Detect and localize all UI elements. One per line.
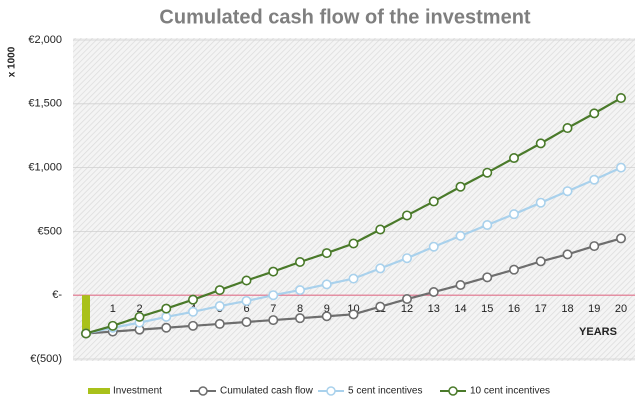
point (482, 272, 493, 283)
point (562, 186, 573, 197)
x-tick-label: 13 (428, 303, 440, 315)
point (589, 174, 600, 185)
point (241, 295, 252, 306)
point (562, 123, 573, 134)
point (188, 306, 199, 317)
x-tick-label: 12 (401, 303, 413, 315)
point (268, 315, 279, 326)
point (161, 311, 172, 322)
point (321, 248, 332, 259)
x-tick-label: 20 (615, 303, 627, 315)
x-tick-label: 8 (297, 303, 303, 315)
point (294, 285, 305, 296)
legend-swatch (88, 388, 110, 394)
legend-swatch (448, 386, 458, 396)
point (375, 224, 386, 235)
point (615, 233, 626, 244)
point (615, 162, 626, 173)
x-tick-label: 19 (588, 303, 600, 315)
x-tick-label: 15 (481, 303, 493, 315)
x-tick-label: 18 (561, 303, 573, 315)
point (401, 253, 412, 264)
point (535, 138, 546, 149)
legend-label: 10 cent incentives (470, 386, 550, 397)
x-tick-label: 6 (243, 303, 249, 315)
point (455, 279, 466, 290)
point (321, 279, 332, 290)
x-tick-label: 9 (324, 303, 330, 315)
point (508, 209, 519, 220)
x-tick-label: 7 (270, 303, 276, 315)
point (508, 264, 519, 275)
bar (82, 295, 90, 334)
point (428, 287, 439, 298)
x-tick-label: 17 (535, 303, 547, 315)
point (535, 256, 546, 267)
point (428, 196, 439, 207)
legend-swatch (326, 386, 336, 396)
point (214, 301, 225, 312)
point (401, 294, 412, 305)
point (348, 273, 359, 284)
x-axis-label: YEARS (579, 326, 617, 338)
point (241, 275, 252, 286)
point (161, 322, 172, 333)
point (268, 266, 279, 277)
point (134, 311, 145, 322)
y-tick-label: €1,500 (28, 98, 62, 110)
point (107, 320, 118, 331)
point (482, 220, 493, 231)
y-tick-label: €(500) (30, 353, 62, 365)
y-tick-label: €2,000 (28, 34, 62, 46)
point (401, 210, 412, 221)
point (589, 241, 600, 252)
legend-swatch (198, 386, 208, 396)
legend-label: Cumulated cash flow (220, 386, 314, 397)
point (375, 301, 386, 312)
y-tick-label: €- (52, 289, 62, 301)
point (214, 318, 225, 329)
x-tick-label: 16 (508, 303, 520, 315)
point (375, 263, 386, 274)
point (615, 93, 626, 104)
y-tick-label: €1,000 (28, 162, 62, 174)
point (428, 241, 439, 252)
point (348, 238, 359, 249)
y-tick-label: €500 (38, 225, 62, 237)
point (535, 197, 546, 208)
x-tick-label: 2 (136, 303, 142, 315)
chart-title: Cumulated cash flow of the investment (159, 6, 531, 28)
point (562, 249, 573, 260)
point (241, 316, 252, 327)
x-tick-label: 14 (454, 303, 466, 315)
y-axis-label: x 1000 (7, 46, 18, 77)
legend: Investment Cumulated cash flow 5 cent ince… (88, 386, 550, 397)
point (321, 311, 332, 322)
point (268, 290, 279, 301)
point (188, 294, 199, 305)
point (161, 303, 172, 314)
point (455, 230, 466, 241)
legend-label: Investment (113, 386, 162, 397)
point (508, 153, 519, 164)
point (294, 257, 305, 268)
x-tick-label: 1 (110, 303, 116, 315)
legend-label: 5 cent incentives (348, 386, 423, 397)
point (188, 320, 199, 331)
point (81, 328, 92, 339)
point (589, 108, 600, 119)
point (482, 167, 493, 178)
point (455, 181, 466, 192)
point (348, 309, 359, 320)
point (214, 285, 225, 296)
point (294, 313, 305, 324)
